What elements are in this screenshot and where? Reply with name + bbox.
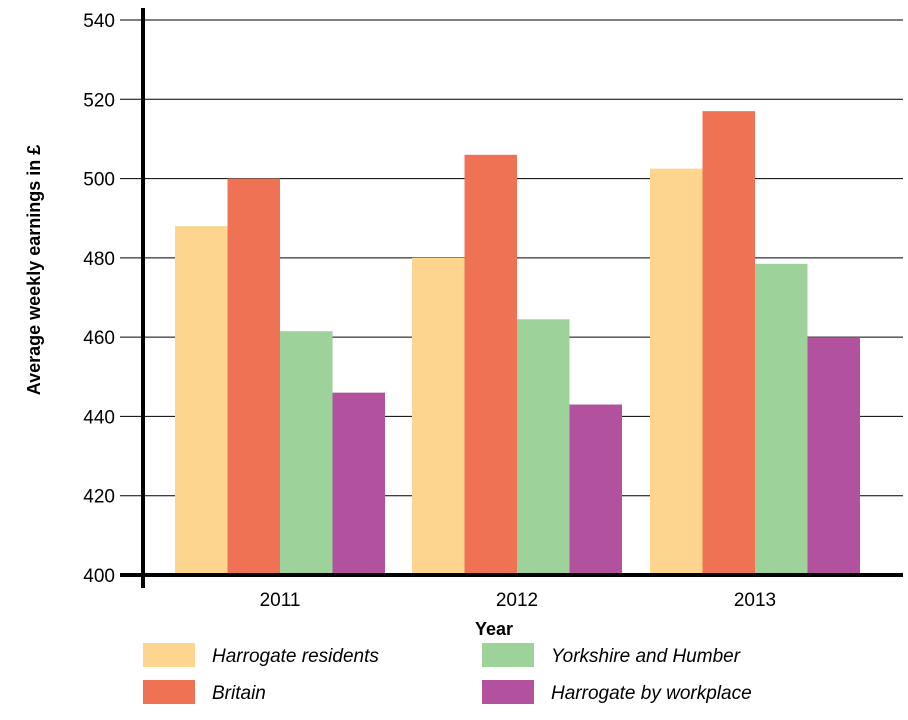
bar-yorkshire-and-humber-2011 [280,331,333,575]
x-tick-label: 2013 [734,590,776,611]
bar-harrogate-by-workplace-2011 [332,392,385,575]
bar-harrogate-by-workplace-2013 [807,337,860,575]
bar-harrogate-residents-2012 [412,257,465,575]
y-tick-label: 520 [83,90,115,111]
y-tick-label: 540 [83,11,115,32]
x-axis-title: Year [475,619,513,639]
y-tick-labels: 400 420 440 460 480 500 520 540 [83,11,115,587]
y-axis-title: Average weekly earnings in £ [24,145,44,395]
legend-swatch-britain [143,680,195,704]
bar-britain-2011 [227,178,280,576]
legend-swatch-harrogate-residents [143,643,195,667]
legend-label: Yorkshire and Humber [551,646,741,667]
y-tick-label: 400 [83,566,115,587]
bar-britain-2012 [464,154,517,576]
bar-britain-2013 [702,111,755,575]
bars [175,111,860,576]
legend-swatch-harrogate-by-workplace [482,680,534,704]
legend-label: Harrogate by workplace [551,683,752,704]
bar-yorkshire-and-humber-2013 [755,263,808,575]
legend-label: Harrogate residents [212,646,379,667]
axes [120,8,903,588]
y-tick-label: 460 [83,328,115,349]
x-tick-label: 2011 [260,590,301,611]
bar-harrogate-residents-2013 [650,168,703,576]
legend: Harrogate residents Britain Yorkshire and … [143,643,752,704]
y-tick-label: 420 [83,487,115,508]
bar-yorkshire-and-humber-2012 [517,319,570,575]
legend-swatch-yorkshire-and-humber [482,643,534,667]
bar-harrogate-residents-2011 [175,226,228,575]
y-tick-label: 500 [83,170,115,191]
y-tick-label: 440 [83,407,115,428]
x-tick-labels: 2011 2012 2013 [260,590,777,611]
y-tick-label: 480 [83,249,115,270]
x-tick-label: 2012 [496,590,538,611]
bar-harrogate-by-workplace-2012 [569,404,622,575]
legend-label: Britain [212,683,266,704]
